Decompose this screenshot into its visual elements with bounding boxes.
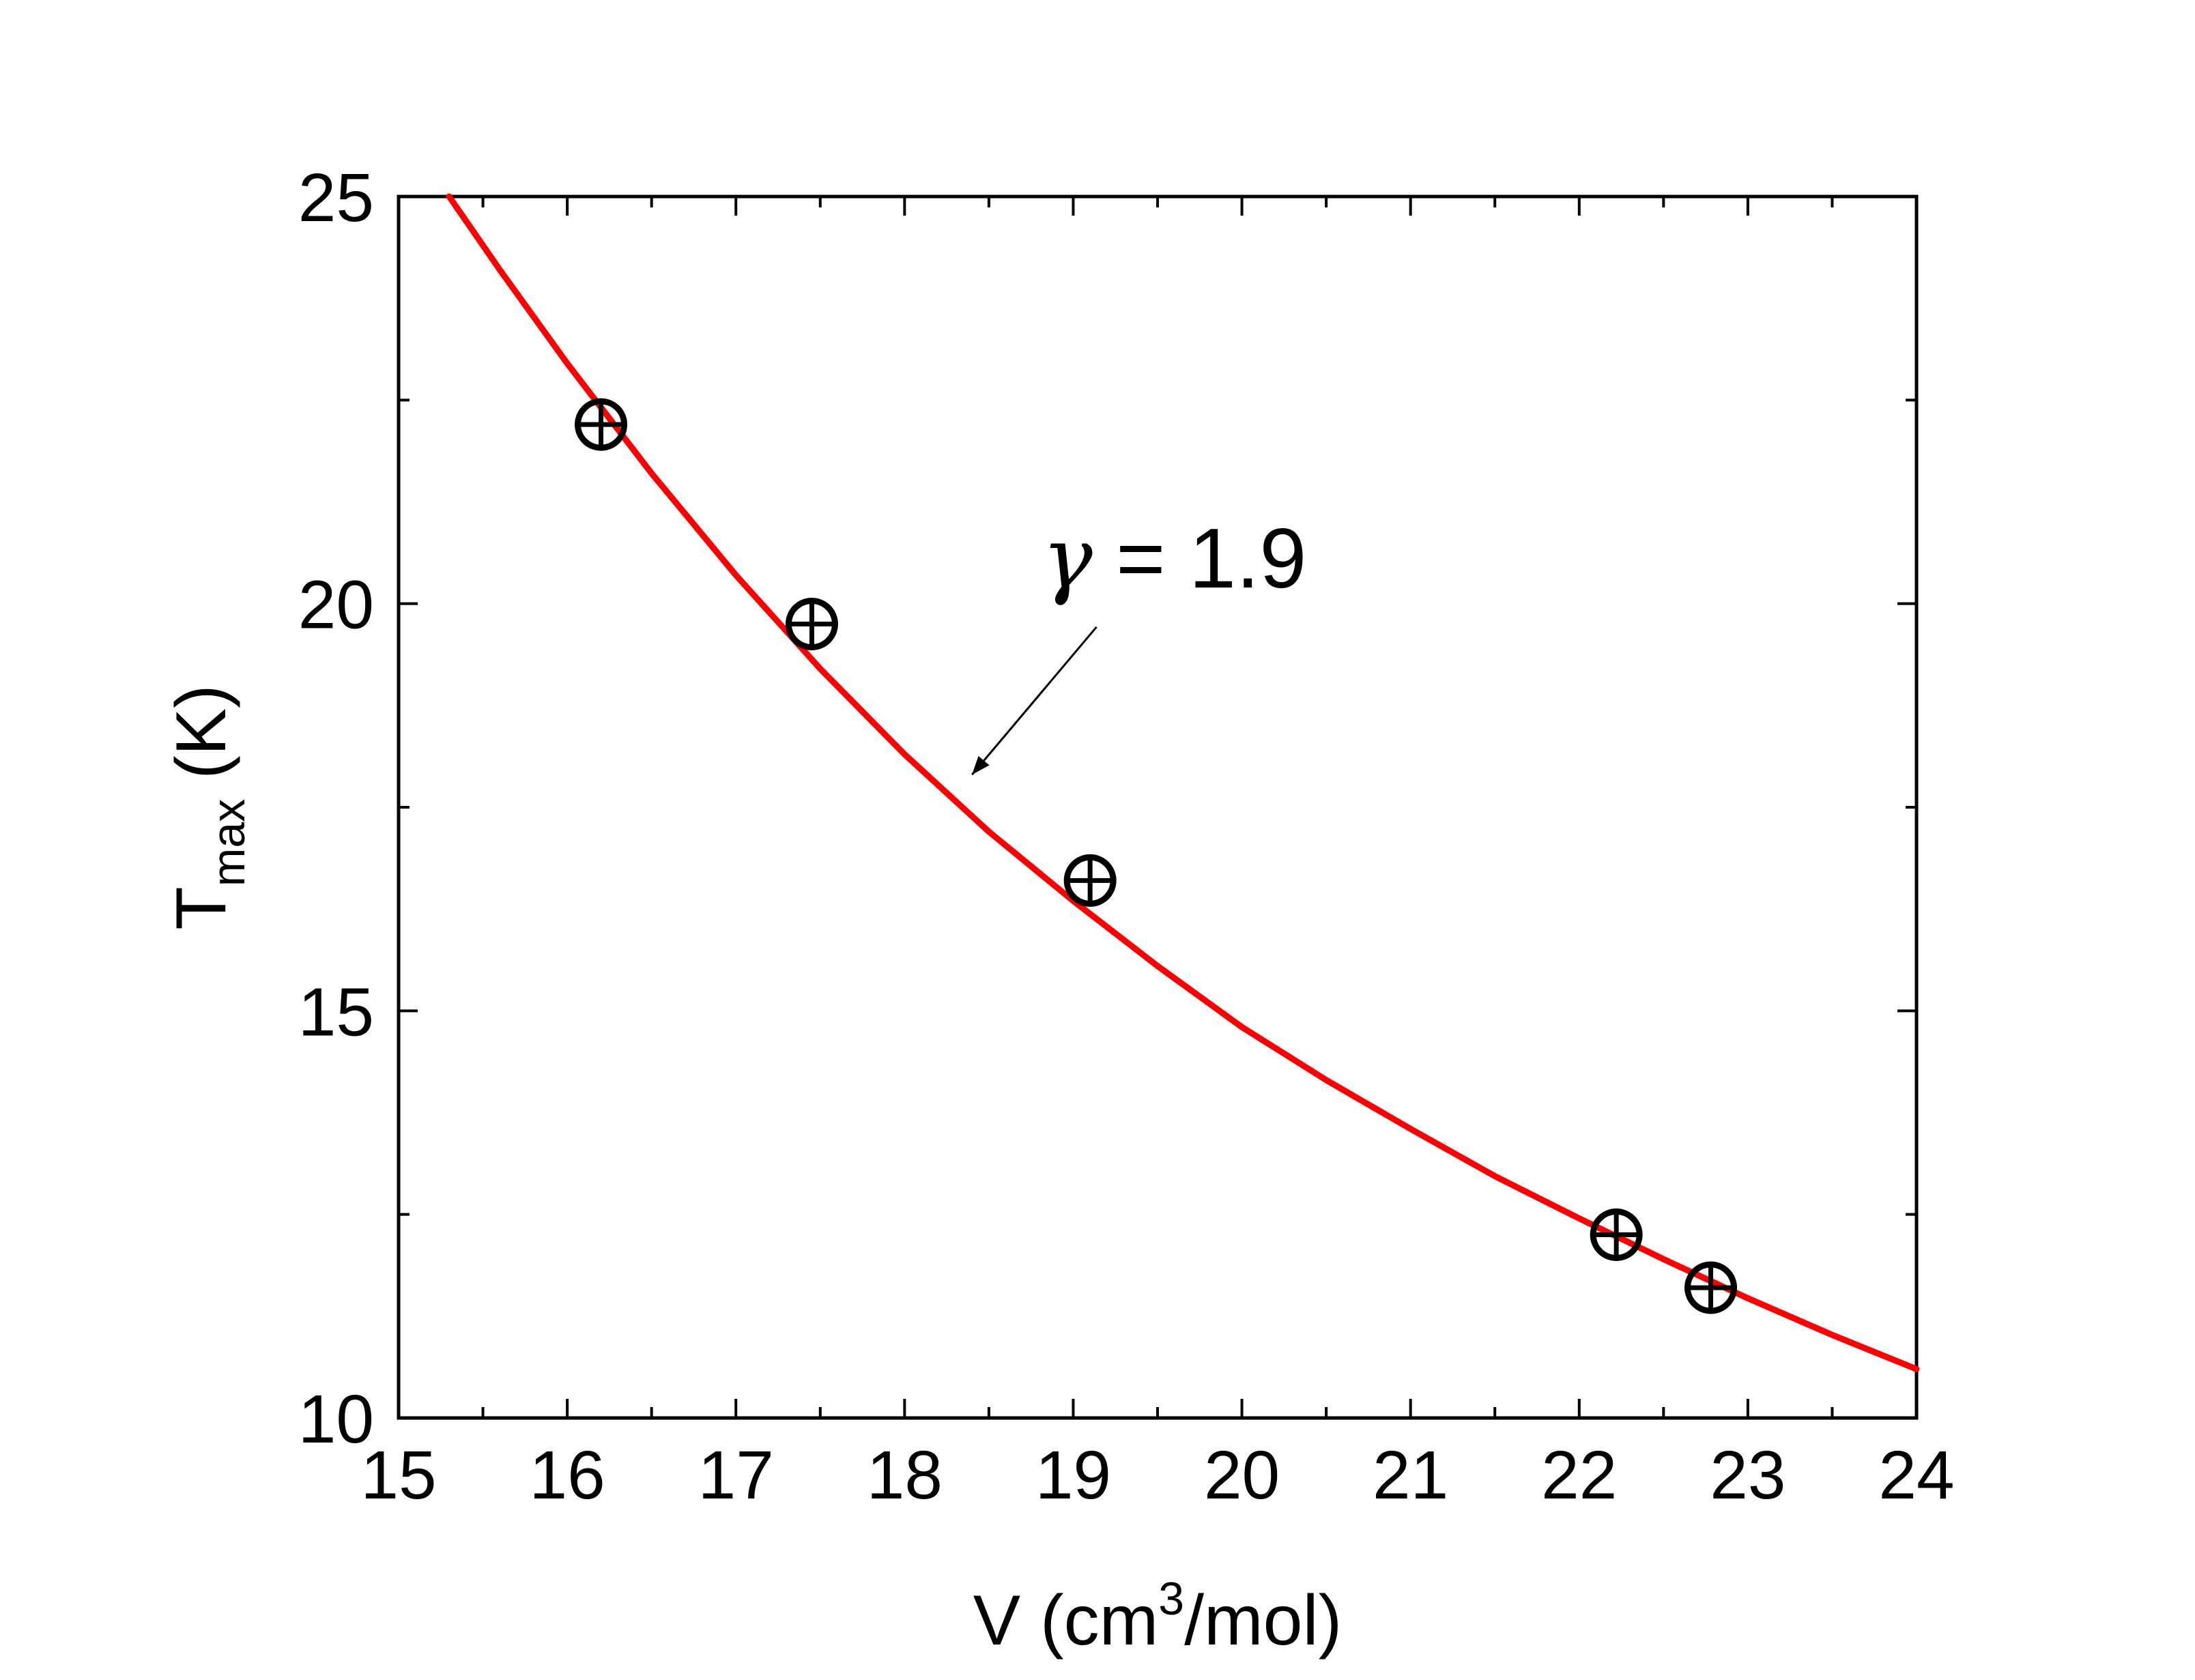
y-tick-label: 15 (298, 974, 374, 1050)
y-tick-label: 25 (298, 160, 374, 236)
data-point (1063, 854, 1117, 907)
data-point (1684, 1261, 1738, 1314)
gamma-symbol: γ (1042, 510, 1093, 608)
data-point (785, 598, 838, 650)
plot-frame-group (397, 194, 1919, 1420)
annotation-arrow (971, 626, 1098, 776)
x-tick-label: 19 (1035, 1437, 1111, 1514)
y-tick-label: 20 (298, 567, 374, 643)
x-tick-label: 24 (1878, 1437, 1954, 1514)
gamma-value: = 1.9 (1093, 512, 1307, 606)
plot-frame (397, 194, 1919, 1420)
fit-curve-layer (446, 193, 1920, 1372)
y-axis-title: Tmax (K) (162, 684, 255, 930)
x-axis-title-sup: 3 (1158, 1573, 1184, 1625)
x-tick-label: 15 (360, 1437, 436, 1514)
x-tick-label: 21 (1373, 1437, 1448, 1514)
gamma-annotation: γ = 1.9 (971, 510, 1307, 776)
data-point (1590, 1208, 1643, 1261)
y-tick-label: 10 (298, 1381, 374, 1458)
y-axis-title-sub: max (203, 799, 255, 886)
x-tick-label: 18 (867, 1437, 943, 1514)
axis-ticks (397, 195, 1918, 1419)
data-points (575, 398, 1738, 1314)
y-axis-title-main: T (162, 886, 241, 930)
x-axis-title: V (cm3/mol) (973, 1573, 1342, 1660)
x-tick-label: 20 (1204, 1437, 1280, 1514)
x-tick-label: 22 (1541, 1437, 1617, 1514)
x-axis-title-main: V (cm (973, 1581, 1159, 1660)
x-tick-label: 17 (698, 1437, 774, 1514)
y-axis-title-tail: (K) (162, 684, 241, 799)
data-point (575, 398, 628, 451)
x-tick-label: 16 (529, 1437, 605, 1514)
fit-curve (446, 193, 1920, 1372)
annotation-label: γ = 1.9 (1042, 510, 1307, 608)
x-axis-title-tail: /mol) (1184, 1581, 1342, 1660)
x-tick-label: 23 (1710, 1437, 1785, 1514)
